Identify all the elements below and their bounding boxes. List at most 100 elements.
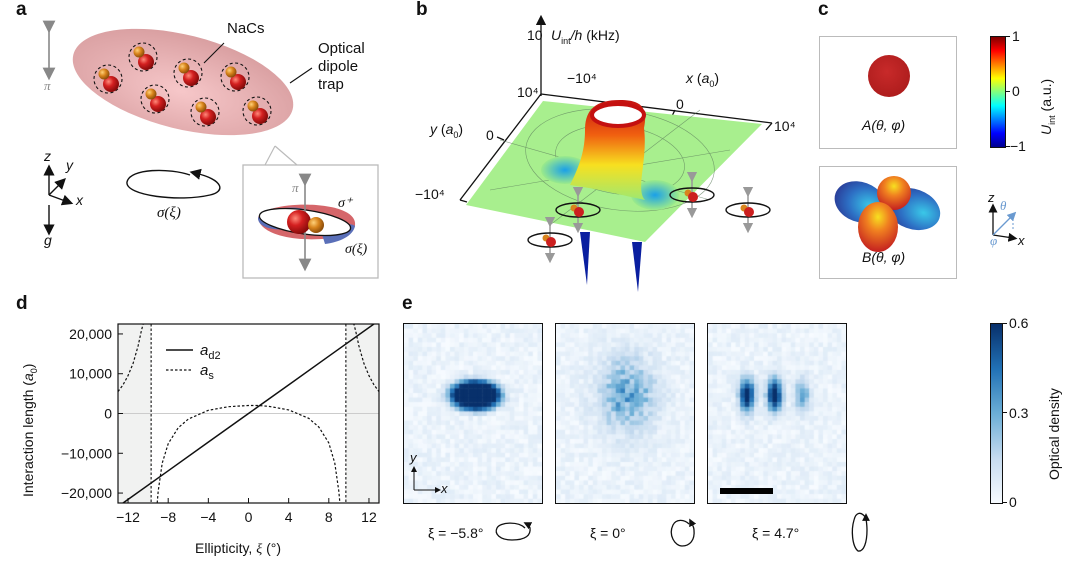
coordinate-axes	[43, 164, 74, 236]
panel-e-label: e	[402, 293, 413, 314]
interaction-length-chart: −12 −8 −4 0 4 8 12 20,000 10,000 0 −10,000 −20,000…	[61, 323, 380, 525]
y-tick-label: 20,000	[69, 326, 112, 342]
x-tick-label: 10⁴	[774, 118, 796, 134]
molecule	[220, 62, 250, 92]
inset-sigma-xi-label: σ(ξ)	[345, 242, 368, 257]
trap-label: Optical dipole trap	[318, 40, 365, 94]
inset-sigma-plus-label: σ⁺	[338, 196, 353, 211]
x-axis-label: x (a0)	[686, 70, 720, 89]
angle-x-label: x	[1018, 233, 1025, 248]
x-axis	[540, 93, 773, 124]
image-x-label: x	[441, 481, 448, 496]
x-tick-label: −4	[200, 509, 216, 525]
xi-label: ξ = −5.8°	[428, 525, 483, 541]
polarization-ellipse-horizontal	[495, 522, 533, 541]
panel-b-label: b	[416, 0, 428, 20]
y-tick-label: −10,000	[61, 445, 112, 461]
image-y-label: y	[410, 450, 417, 465]
series-a-d2	[121, 324, 376, 503]
anisotropic-orbital	[834, 176, 941, 252]
absorption-image	[707, 323, 847, 504]
y-axis-title: Interaction length (a0)	[20, 363, 39, 497]
trap-label-line: trap	[318, 76, 344, 93]
spike-left	[580, 232, 590, 285]
y-tick-label: 0	[104, 406, 112, 422]
optical-dipole-trap	[72, 28, 294, 136]
nacs-label: NaCs	[227, 20, 265, 37]
inset-callout-lines	[264, 145, 276, 166]
polarization-ellipses	[495, 512, 870, 552]
x-tick-label: −8	[160, 509, 176, 525]
orbital-a-label: A(θ, φ)	[862, 117, 906, 133]
x-axis-title: Ellipticity, ξ (°)	[195, 540, 282, 557]
legend-label: ad2	[200, 342, 221, 362]
series-a-s-outer-right-	[352, 324, 379, 392]
y-axis	[459, 93, 542, 201]
molecule-ring	[527, 216, 573, 264]
z-tick-label: 10	[527, 27, 543, 43]
od-tick: 0.3	[1009, 405, 1029, 421]
colorbar-tick: 0	[1012, 83, 1020, 99]
molecule	[190, 97, 220, 127]
panel-b-3d-surface	[459, 14, 773, 292]
od-tick: 0.6	[1009, 315, 1029, 331]
orbital-box-a: A(θ, φ)	[819, 36, 957, 149]
y-axis-label: y (a0)	[430, 121, 464, 140]
series-a-s-outer-left-	[118, 324, 145, 392]
angle-z-label: z	[988, 190, 995, 205]
y-tick-label: −20,000	[61, 485, 112, 501]
od-tick: 0	[1009, 494, 1017, 510]
molecule	[128, 42, 158, 72]
panel-a-label: a	[16, 0, 27, 20]
z-axis-label: Uint/h (kHz)	[551, 27, 620, 46]
xi-value: ξ = 0°	[590, 525, 626, 541]
polarization-ellipse-vertical	[851, 512, 870, 552]
pi-label: π	[44, 78, 51, 93]
orbital-b-label: B(θ, φ)	[862, 249, 906, 265]
panel-a-schematic	[42, 20, 379, 279]
phi-label: φ	[990, 233, 998, 248]
colorbar-optical-density	[990, 323, 1003, 504]
inset-molecule-diagram	[258, 173, 356, 272]
scale-bar	[720, 488, 773, 494]
colorbar-tick: −1	[1010, 138, 1026, 154]
xi-value: ξ = 4.7°	[752, 525, 800, 541]
xi-label: ξ = 4.7°	[752, 525, 799, 541]
molecules	[93, 42, 272, 127]
y-tick-label: −10⁴	[415, 186, 445, 202]
colorbar-tick: 1	[1012, 28, 1020, 44]
colorbar-uint	[990, 36, 1006, 148]
xi-value: ξ = −5.8°	[428, 525, 484, 541]
orbital-box-b: B(θ, φ)	[819, 166, 957, 279]
angle-axes-diagram	[988, 203, 1018, 242]
molecule	[93, 64, 123, 94]
panel-d-label: d	[16, 293, 28, 314]
panel-c-label: c	[818, 0, 829, 20]
nacs-leader-line	[203, 42, 225, 64]
gravity-label: g	[44, 232, 52, 248]
polarization-ellipse-circle	[670, 518, 697, 547]
axis-x-label: x	[76, 192, 83, 208]
absorption-image	[403, 323, 543, 504]
x-tick-label: −10⁴	[567, 70, 597, 86]
theta-label: θ	[1000, 198, 1007, 213]
trap-label-line: dipole	[318, 58, 359, 75]
axis-z-label: z	[44, 148, 51, 164]
molecule	[140, 84, 170, 114]
legend-label: as	[200, 362, 214, 382]
molecule-ring	[725, 186, 771, 234]
molecule	[173, 58, 203, 88]
sigma-polarization-ellipse	[126, 168, 221, 199]
spike-right	[632, 242, 642, 292]
xi-label: ξ = 0°	[590, 525, 626, 541]
x-tick-label: 4	[285, 509, 293, 525]
isotropic-orbital	[868, 55, 910, 97]
absorption-image	[555, 323, 695, 504]
y-tick-label: 10⁴	[517, 84, 539, 100]
axis-y-label: y	[66, 157, 73, 173]
trap-leader-line	[289, 67, 313, 84]
x-tick-label: 0	[676, 96, 684, 112]
colorbar-label: Uint (a.u.)	[1038, 78, 1057, 135]
series-a-s	[156, 404, 341, 503]
molecule-ring	[555, 186, 601, 234]
